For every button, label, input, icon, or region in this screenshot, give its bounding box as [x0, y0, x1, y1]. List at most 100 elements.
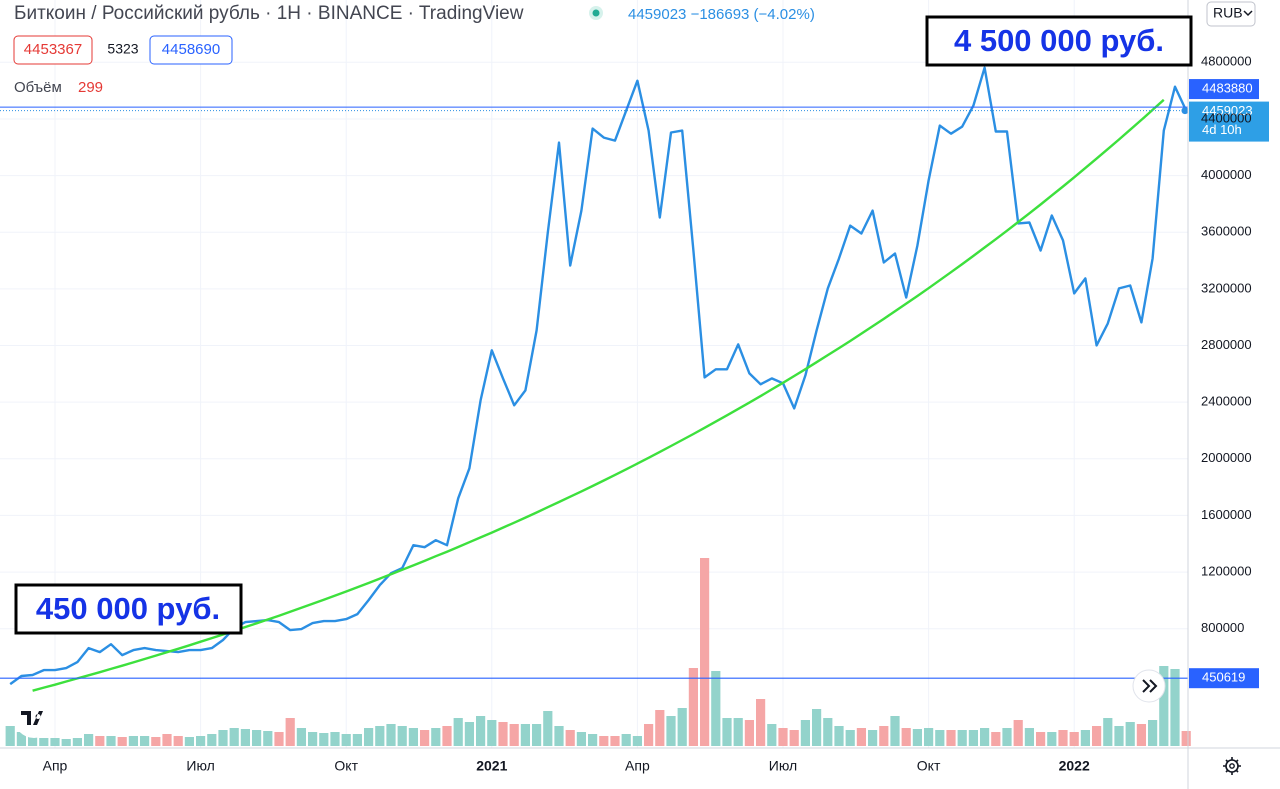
annotation-box — [925, 15, 1193, 67]
header-title: Биткоин / Российский рубль · 1H · BINANC… — [14, 3, 524, 24]
volume-bar — [1103, 718, 1113, 746]
ask-box — [149, 35, 233, 65]
annotation: 4 500 000 руб. — [954, 23, 1164, 58]
volume-bar — [554, 726, 564, 746]
volume-bar — [50, 738, 60, 746]
volume-bar — [173, 736, 183, 746]
volume-bar — [61, 739, 71, 746]
volume-bar — [644, 724, 654, 746]
volume-bar — [5, 726, 15, 746]
volume-bar — [688, 668, 698, 746]
volume-bar — [218, 730, 228, 746]
volume-bar — [1159, 666, 1169, 746]
level-tag — [1189, 668, 1259, 689]
volume-bar — [532, 724, 542, 746]
volume-bar — [621, 734, 631, 746]
volume-bar — [520, 724, 530, 746]
volume-bar — [341, 734, 351, 746]
volume-bar — [1024, 728, 1034, 746]
volume-bar — [632, 736, 642, 746]
gear-hub — [1229, 763, 1235, 769]
last-tag — [1189, 101, 1269, 142]
x-tick-label: 2022 — [1059, 758, 1090, 774]
volume-bar — [16, 732, 26, 746]
currency: RUB — [1213, 5, 1243, 21]
volume-bar — [386, 724, 396, 746]
settings-icon[interactable] — [1223, 757, 1241, 775]
volume-bar — [980, 728, 990, 746]
volume-bar — [487, 720, 497, 746]
y-tick-label: 1600000 — [1201, 507, 1252, 522]
volume-bar — [789, 730, 799, 746]
level-tag-label: 450619 — [1202, 670, 1245, 685]
volume-last: 299 — [78, 79, 103, 96]
volume-bar — [442, 726, 452, 746]
volume-bar — [420, 730, 430, 746]
volume-bar — [240, 729, 250, 746]
volume-bar — [476, 716, 486, 746]
volume-bar — [1114, 726, 1124, 746]
volume-bar — [1170, 669, 1180, 746]
countdown: 4d 10h — [1202, 122, 1242, 137]
volume-bar — [364, 728, 374, 746]
volume-bar — [140, 736, 150, 746]
x-tick-label: Июл — [186, 758, 214, 774]
y-tick-label: 4400000 — [1201, 110, 1252, 125]
x-tick-label: Апр — [625, 758, 650, 774]
volume-bar — [1058, 730, 1068, 746]
y-tick-label: 2000000 — [1201, 450, 1252, 465]
volume-bar — [39, 738, 49, 746]
ask: 4458690 — [162, 41, 220, 58]
volume-bars — [5, 558, 1191, 746]
volume-bar — [901, 728, 911, 746]
volume-bar — [845, 730, 855, 746]
volume-bar — [744, 720, 754, 746]
x-tick-label: Окт — [917, 758, 941, 774]
y-tick-label: 800000 — [1201, 620, 1244, 635]
volume-bar — [1136, 724, 1146, 746]
volume-bar — [285, 718, 295, 746]
price-line — [9, 66, 1188, 686]
volume-bar — [1125, 722, 1135, 746]
price-tags: 4483880 4459023 4d 10h 450619 — [1189, 79, 1269, 689]
volume-bar — [196, 736, 206, 746]
x-tick-label: Июл — [769, 758, 797, 774]
volume-bar — [879, 726, 889, 746]
status-dot — [592, 9, 600, 17]
price-line — [32, 98, 1165, 692]
volume-bar — [756, 699, 766, 746]
volume-bar — [453, 718, 463, 746]
volume-bar — [1080, 730, 1090, 746]
volume-bar — [397, 726, 407, 746]
volume-bar — [72, 738, 82, 746]
volume-bar — [778, 728, 788, 746]
volume-bar — [263, 731, 273, 746]
volume-bar — [1047, 732, 1057, 746]
volume-bar — [722, 718, 732, 746]
y-tick-label: 3200000 — [1201, 280, 1252, 295]
scroll-icon — [1142, 679, 1158, 693]
high-tag — [1189, 79, 1259, 100]
currency-button[interactable] — [1206, 1, 1256, 27]
volume-bar — [868, 730, 878, 746]
volume-bar — [610, 736, 620, 746]
y-tick-label: 4800000 — [1201, 54, 1252, 69]
volume-bar — [912, 729, 922, 746]
x-tick-label: Окт — [334, 758, 358, 774]
logo-bg — [14, 698, 54, 738]
volume-bar — [823, 718, 833, 746]
volume-bar — [1148, 720, 1158, 746]
volume-bar — [252, 730, 262, 746]
x-tick-label: Апр — [43, 758, 68, 774]
volume-bar — [28, 736, 38, 746]
y-tick-label: 2800000 — [1201, 337, 1252, 352]
volume-bar — [834, 726, 844, 746]
volume-bar — [957, 730, 967, 746]
spread: 5323 — [107, 41, 138, 57]
lines — [0, 66, 1189, 692]
volume-bar — [1013, 720, 1023, 746]
volume-bar — [151, 737, 161, 746]
volume-label: Объём — [14, 79, 62, 96]
volume-bar — [408, 728, 418, 746]
volume-bar — [184, 737, 194, 746]
